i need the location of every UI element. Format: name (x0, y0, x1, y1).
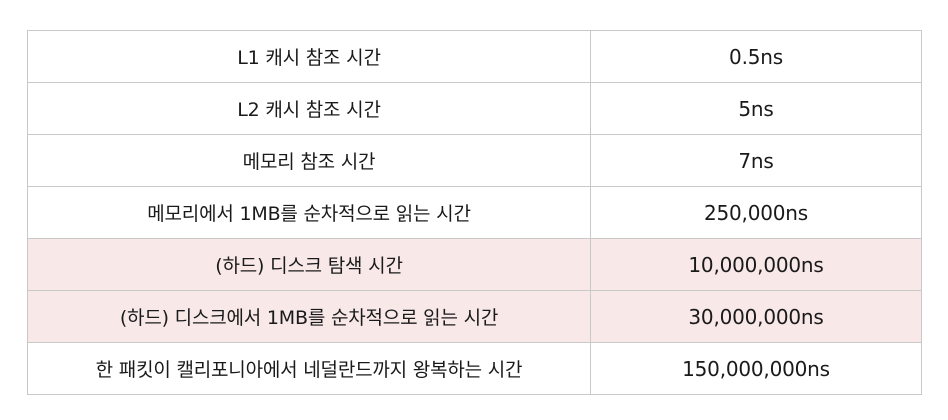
table-row: L1 캐시 참조 시간 0.5ns (27, 30, 922, 83)
table-row: 한 패킷이 캘리포니아에서 네덜란드까지 왕복하는 시간 150,000,000… (27, 342, 922, 395)
table-row: (하드) 디스크 탐색 시간 10,000,000ns (27, 238, 922, 291)
operation-cell: 메모리 참조 시간 (27, 134, 591, 187)
latency-table: L1 캐시 참조 시간 0.5ns L2 캐시 참조 시간 5ns 메모리 참조… (27, 30, 922, 395)
operation-cell: 메모리에서 1MB를 순차적으로 읽는 시간 (27, 186, 591, 239)
operation-cell: L1 캐시 참조 시간 (27, 30, 591, 83)
table-row: 메모리 참조 시간 7ns (27, 134, 922, 187)
operation-cell: L2 캐시 참조 시간 (27, 82, 591, 135)
operation-cell: 한 패킷이 캘리포니아에서 네덜란드까지 왕복하는 시간 (27, 342, 591, 395)
table-row: 메모리에서 1MB를 순차적으로 읽는 시간 250,000ns (27, 186, 922, 239)
operation-cell: (하드) 디스크에서 1MB를 순차적으로 읽는 시간 (27, 290, 591, 343)
table-row: (하드) 디스크에서 1MB를 순차적으로 읽는 시간 30,000,000ns (27, 290, 922, 343)
time-cell: 30,000,000ns (590, 290, 922, 343)
time-cell: 250,000ns (590, 186, 922, 239)
time-cell: 7ns (590, 134, 922, 187)
operation-cell: (하드) 디스크 탐색 시간 (27, 238, 591, 291)
table-row: L2 캐시 참조 시간 5ns (27, 82, 922, 135)
time-cell: 150,000,000ns (590, 342, 922, 395)
time-cell: 5ns (590, 82, 922, 135)
time-cell: 10,000,000ns (590, 238, 922, 291)
time-cell: 0.5ns (590, 30, 922, 83)
